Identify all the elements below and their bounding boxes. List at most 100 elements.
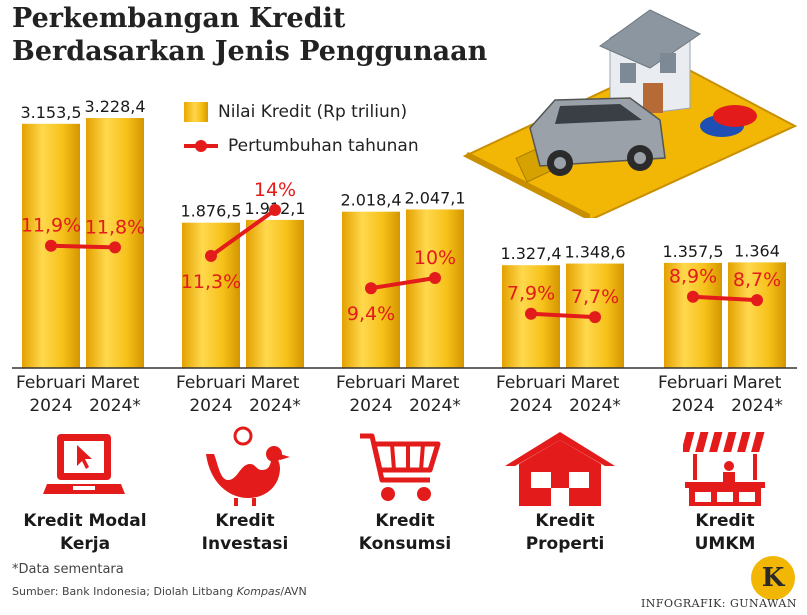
category-label-umkm: Kredit UMKM xyxy=(650,510,800,556)
source-text: Sumber: Bank Indonesia; Diolah Litbang xyxy=(12,585,237,598)
x-tick-label-line1: Februari xyxy=(658,373,728,393)
bar-value-label: 1.357,5 xyxy=(662,242,723,261)
x-tick-label: Februari 2024 xyxy=(172,372,250,418)
x-tick-label-line1: Maret xyxy=(732,373,782,393)
growth-value-label: 14% xyxy=(254,179,296,201)
category-label-modal-kerja: Kredit Modal Kerja xyxy=(10,510,160,556)
category-label-line1: Kredit xyxy=(215,511,275,531)
x-tick-label: Maret 2024* xyxy=(76,372,154,418)
category-label-line2: Investasi xyxy=(201,534,289,554)
market-stall-icon xyxy=(683,432,765,506)
x-tick-label-line1: Februari xyxy=(336,373,406,393)
growth-point xyxy=(429,272,441,284)
x-tick-label-line2: 2024* xyxy=(249,396,301,416)
growth-value-label: 11,3% xyxy=(181,271,241,293)
credit-card-house-car-illustration xyxy=(462,9,798,218)
growth-value-label: 7,7% xyxy=(571,286,619,308)
legend-bar-label: Nilai Kredit (Rp triliun) xyxy=(218,102,408,122)
laptop-icon xyxy=(43,434,125,494)
growth-line-segment xyxy=(209,208,277,258)
category-label-line1: Kredit xyxy=(535,511,595,531)
x-tick-label-line1: Februari xyxy=(176,373,246,393)
bar-value-label: 2.018,4 xyxy=(340,191,401,210)
growth-line-segment xyxy=(370,276,436,291)
bar xyxy=(246,219,304,368)
x-tick-label-line1: Maret xyxy=(410,373,460,393)
category-label-line1: Kredit Modal xyxy=(23,511,147,531)
x-tick-label-line2: 2024* xyxy=(569,396,621,416)
legend-line-swatch xyxy=(184,136,218,156)
growth-value-label: 11,9% xyxy=(21,215,81,237)
kompas-logo: K xyxy=(751,556,795,600)
footnote: *Data sementara xyxy=(12,562,124,577)
x-tick-label-line1: Februari xyxy=(496,373,566,393)
x-tick-label-line2: 2024* xyxy=(409,396,461,416)
bar-value-label: 1.364 xyxy=(734,241,780,260)
category-label-line1: Kredit xyxy=(375,511,435,531)
chart-title: Perkembangan Kredit Berdasarkan Jenis Pe… xyxy=(12,3,488,67)
legend-bar-swatch xyxy=(184,102,208,122)
category-label-line2: Properti xyxy=(525,534,605,554)
category-label-line2: UMKM xyxy=(694,534,756,554)
source-suffix: /AVN xyxy=(280,585,307,598)
infographic-credit: INFOGRAFIK: GUNAWAN xyxy=(640,597,797,610)
bar-value-label: 1.348,6 xyxy=(564,243,625,262)
rooster-icon xyxy=(206,426,290,506)
bar xyxy=(182,222,240,368)
bar-value-label: 1.327,4 xyxy=(500,244,561,263)
x-tick-label-line1: Maret xyxy=(570,373,620,393)
x-tick-label-line2: 2024 xyxy=(671,396,715,416)
growth-point xyxy=(525,307,537,320)
category-label-line2: Kerja xyxy=(59,534,111,554)
x-tick-label-line2: 2024 xyxy=(189,396,233,416)
x-tick-label: Februari 2024 xyxy=(12,372,90,418)
bar-value-label: 3.228,4 xyxy=(84,97,145,116)
category-label-properti: Kredit Properti xyxy=(490,510,640,556)
bar-value-label: 2.047,1 xyxy=(404,188,465,207)
x-tick-label-line2: 2024 xyxy=(349,396,393,416)
bar-value-label: 3.153,5 xyxy=(20,103,81,122)
legend-line-entry: Pertumbuhan tahunan xyxy=(184,136,419,156)
shopping-cart-icon xyxy=(360,433,441,501)
x-tick-label: Maret 2024* xyxy=(718,372,796,418)
growth-value-label: 8,9% xyxy=(669,266,717,288)
house-icon xyxy=(505,432,615,506)
growth-point xyxy=(109,241,121,254)
growth-point xyxy=(269,204,281,216)
growth-point xyxy=(751,294,763,307)
bar-value-label: 1.876,5 xyxy=(180,202,241,221)
x-tick-label-line2: 2024* xyxy=(731,396,783,416)
x-tick-label: Februari 2024 xyxy=(332,372,410,418)
bar xyxy=(406,209,464,368)
x-tick-label: Februari 2024 xyxy=(654,372,732,418)
source-italic: Kompas xyxy=(236,585,281,598)
growth-value-label: 9,4% xyxy=(347,303,395,325)
growth-point xyxy=(205,249,217,262)
growth-value-label: 7,9% xyxy=(507,283,555,305)
x-tick-label: Februari 2024 xyxy=(492,372,570,418)
legend-line-label: Pertumbuhan tahunan xyxy=(228,136,419,156)
x-tick-label-line1: Maret xyxy=(90,373,140,393)
x-tick-label-line2: 2024* xyxy=(89,396,141,416)
growth-point xyxy=(687,290,699,303)
growth-value-label: 10% xyxy=(414,247,456,269)
x-tick-label: Maret 2024* xyxy=(556,372,634,418)
growth-line-segment xyxy=(530,311,596,320)
growth-point xyxy=(589,311,601,324)
x-tick-label-line1: Februari xyxy=(16,373,86,393)
category-label-line1: Kredit xyxy=(695,511,755,531)
category-label-investasi: Kredit Investasi xyxy=(170,510,320,556)
source-note: Sumber: Bank Indonesia; Diolah Litbang K… xyxy=(12,585,307,598)
legend-bar-entry: Nilai Kredit (Rp triliun) xyxy=(184,102,407,122)
growth-value-label: 8,7% xyxy=(733,269,781,291)
growth-line-segment xyxy=(50,243,116,250)
growth-point xyxy=(45,239,57,252)
x-tick-label-line1: Maret xyxy=(250,373,300,393)
bar xyxy=(728,262,786,368)
category-label-konsumsi: Kredit Konsumsi xyxy=(330,510,480,556)
x-tick-label: Maret 2024* xyxy=(236,372,314,418)
growth-value-label: 11,8% xyxy=(85,216,145,238)
x-tick-label: Maret 2024* xyxy=(396,372,474,418)
category-label-line2: Konsumsi xyxy=(358,534,452,554)
